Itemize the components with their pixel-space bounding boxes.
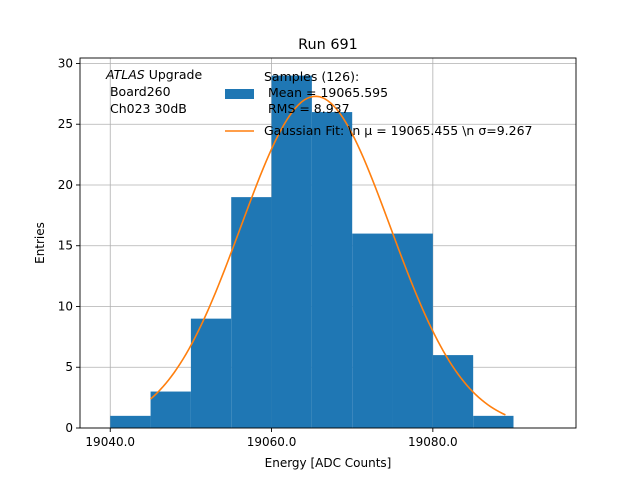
- atlas-label: ATLAS: [105, 67, 145, 82]
- chart-title: Run 691: [298, 37, 358, 53]
- y-tick-label-3: 15: [58, 239, 73, 253]
- y-tick-label-4: 20: [58, 178, 73, 192]
- histogram-bar-1: [150, 391, 191, 428]
- y-axis-ticks: 0 5 10 15 20 25 30: [58, 56, 80, 435]
- annotation-board: Board260: [106, 84, 171, 99]
- gaussian-fit: [150, 95, 506, 416]
- plot-frame: [79, 57, 577, 429]
- histogram-bar-5: [311, 112, 353, 428]
- legend-fit-label: Gaussian Fit: \n μ = 19065.455 \n σ=9.26…: [264, 123, 533, 138]
- histogram-bar-0: [110, 415, 151, 428]
- y-tick-label-1: 5: [65, 360, 73, 374]
- x-tick-label-1: 19060.0: [247, 435, 297, 449]
- histogram-bar-3: [231, 197, 272, 428]
- legend: Samples (126): Mean = 19065.595 RMS = 8.…: [225, 69, 533, 138]
- y-tick-label-2: 10: [58, 299, 73, 313]
- histogram-bars: [110, 75, 514, 428]
- legend-samples-line-2: Mean = 19065.595: [264, 85, 388, 100]
- histogram-bar-7: [392, 233, 433, 428]
- x-tick-label-2: 19080.0: [408, 435, 458, 449]
- y-tick-label-5: 25: [58, 117, 73, 131]
- y-axis-label: Entries: [33, 222, 47, 264]
- annotation-channel: Ch023 30dB: [106, 101, 187, 116]
- histogram-bar-2: [190, 318, 232, 428]
- x-tick-label-0: 19040.0: [85, 435, 135, 449]
- legend-samples-swatch: [225, 89, 254, 99]
- histogram-bar-6: [352, 233, 393, 428]
- annotation-line-1: ATLAS Upgrade: [105, 67, 202, 82]
- experiment-annotation: ATLAS Upgrade Board260 Ch023 30dB: [105, 67, 202, 116]
- legend-samples-line-3: RMS = 8.937: [264, 101, 350, 116]
- histogram-bar-9: [473, 415, 514, 428]
- x-axis-label: Energy [ADC Counts]: [265, 456, 392, 470]
- x-axis-ticks: 19040.0 19060.0 19080.0: [85, 428, 458, 449]
- legend-samples-line-1: Samples (126):: [264, 69, 359, 84]
- y-tick-label-6: 30: [58, 56, 73, 70]
- upgrade-label: Upgrade: [145, 67, 203, 82]
- y-tick-label-0: 0: [65, 421, 73, 435]
- gaussian-fit-curve: [150, 95, 506, 416]
